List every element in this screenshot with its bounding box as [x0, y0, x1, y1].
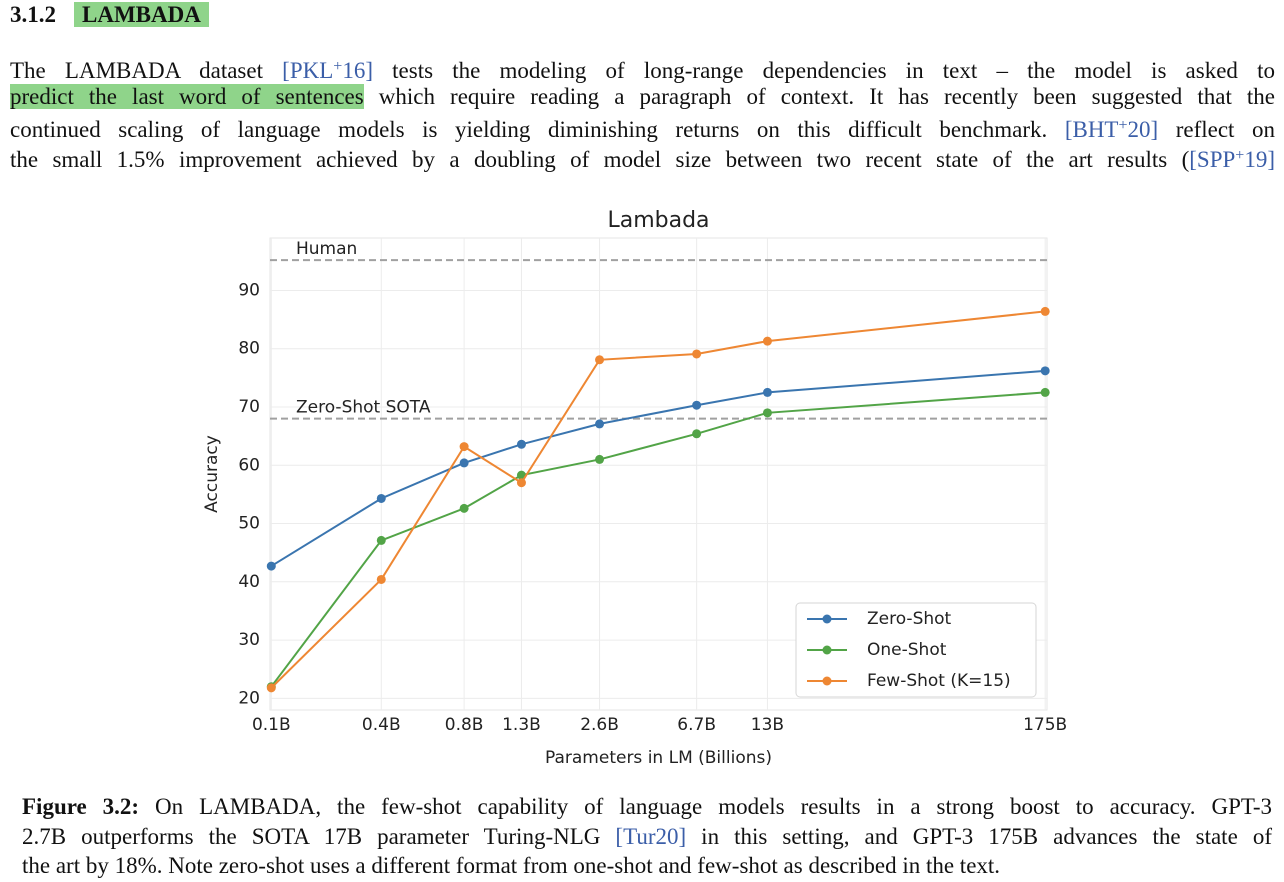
y-tick-label: 60	[238, 455, 260, 475]
text-line: the small 1.5% improvement achieved by a…	[10, 141, 1275, 172]
cite[interactable]: [Tur20]	[615, 823, 687, 849]
text-line: 2.7B outperforms the SOTA 17B parameter …	[22, 822, 1272, 852]
data-point	[376, 535, 386, 545]
x-tick-label: 0.4B	[362, 715, 401, 735]
y-tick-label: 50	[238, 514, 260, 534]
data-point	[1040, 366, 1050, 376]
x-tick-label: 0.1B	[252, 715, 291, 735]
text-run: the art by 18%. Note zero-shot uses a di…	[22, 853, 1001, 878]
data-point	[266, 683, 276, 693]
data-point	[595, 355, 605, 365]
text-run: continued scaling of language models is …	[10, 117, 1065, 142]
data-point	[459, 458, 469, 468]
text-line: The LAMBADA dataset [PKL+16] tests the m…	[10, 52, 1275, 83]
section-heading: 3.1.2 LAMBADA	[10, 2, 209, 28]
cite[interactable]: 16]	[342, 58, 373, 83]
legend-marker	[822, 676, 832, 686]
legend-label: Zero-Shot	[867, 609, 952, 629]
text-line: continued scaling of language models is …	[10, 111, 1275, 142]
caption: Figure 3.2: On LAMBADA, the few-shot cap…	[22, 792, 1272, 881]
highlight: predict the last word of sentences	[10, 83, 364, 109]
text-line: predict the last word of sentences which…	[10, 82, 1275, 112]
y-tick-label: 30	[238, 630, 260, 650]
y-tick-label: 40	[238, 572, 260, 592]
data-point	[516, 439, 526, 449]
cite[interactable]: 19]	[1244, 146, 1275, 172]
data-point	[376, 493, 386, 503]
series-line	[270, 310, 1046, 689]
text-run: 2.7B outperforms the SOTA 17B parameter …	[22, 823, 616, 849]
series-line	[270, 369, 1046, 567]
legend-label: Few-Shot (K=15)	[867, 671, 1011, 691]
data-point	[459, 442, 469, 452]
y-axis-label: Accuracy	[202, 435, 222, 513]
text-line: the art by 18%. Note zero-shot uses a di…	[22, 851, 1272, 881]
x-tick-label: 13B	[751, 715, 784, 735]
text-run: tests the modeling of long-range depende…	[372, 58, 1275, 83]
text-run: On LAMBADA, the few-shot capability of l…	[139, 794, 1272, 819]
series-line	[270, 391, 1046, 688]
x-tick-label: 6.7B	[677, 715, 716, 735]
x-tick-label: 2.6B	[580, 715, 619, 735]
reference-label: Zero-Shot SOTA	[296, 398, 431, 418]
data-point	[376, 574, 386, 584]
legend-label: One-Shot	[867, 640, 947, 660]
chart-title: Lambada	[607, 208, 709, 233]
data-point	[762, 336, 772, 346]
data-point	[692, 429, 702, 439]
text-run: The LAMBADA dataset	[10, 58, 283, 83]
cite-sup[interactable]: +	[1118, 117, 1128, 134]
data-point	[692, 400, 702, 410]
section-number: 3.1.2	[10, 2, 56, 27]
section-title: LAMBADA	[74, 2, 209, 27]
text-run: in this setting, and GPT-3 175B advances…	[686, 823, 1272, 849]
data-point	[1040, 387, 1050, 397]
cite-sup[interactable]: +	[333, 58, 343, 75]
data-point	[595, 419, 605, 429]
y-tick-label: 90	[238, 280, 260, 300]
y-tick-label: 20	[238, 688, 260, 708]
data-point	[459, 503, 469, 513]
cite[interactable]: [BHT	[1064, 117, 1119, 142]
bold: Figure 3.2:	[22, 794, 140, 819]
text-line: Figure 3.2: On LAMBADA, the few-shot cap…	[22, 792, 1272, 822]
legend	[795, 602, 1037, 698]
cite-sup[interactable]: +	[1235, 146, 1245, 164]
x-tick-label: 0.8B	[445, 715, 484, 735]
text-run: the small 1.5% improvement achieved by a…	[10, 146, 1190, 172]
legend-marker	[822, 614, 832, 624]
reference-label: Human	[296, 239, 357, 259]
data-point	[762, 408, 772, 418]
text-run: reflect on	[1158, 117, 1275, 142]
y-tick-label: 70	[238, 397, 260, 417]
cite[interactable]: 20]	[1127, 117, 1159, 142]
x-tick-label: 1.3B	[502, 715, 541, 735]
paragraph: The LAMBADA dataset [PKL+16] tests the m…	[10, 52, 1275, 172]
y-tick-label: 80	[238, 339, 260, 359]
data-point	[1040, 306, 1050, 316]
x-tick-label: 175B	[1023, 715, 1067, 735]
data-point	[516, 478, 526, 488]
text-run: which require reading a paragraph of con…	[363, 83, 1276, 109]
data-point	[692, 349, 702, 359]
data-point	[266, 561, 276, 571]
data-point	[762, 387, 772, 397]
cite[interactable]: [SPP	[1189, 146, 1236, 172]
data-point	[595, 454, 605, 464]
legend-marker	[822, 645, 832, 655]
x-axis-label: Parameters in LM (Billions)	[545, 748, 772, 768]
cite[interactable]: [PKL	[282, 58, 334, 83]
